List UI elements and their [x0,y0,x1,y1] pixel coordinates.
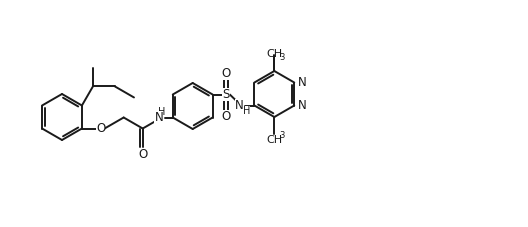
Text: N: N [298,76,307,89]
Text: N: N [235,99,243,112]
Text: O: O [221,67,230,79]
Text: O: O [138,148,147,161]
Text: N: N [154,111,163,124]
Text: N: N [298,99,307,112]
Text: S: S [222,88,230,101]
Text: 3: 3 [279,131,285,140]
Text: H: H [158,106,165,116]
Text: H: H [242,106,250,116]
Text: CH: CH [266,135,282,145]
Text: O: O [96,122,105,135]
Text: O: O [221,109,230,123]
Text: CH: CH [266,49,282,59]
Text: 3: 3 [279,53,285,62]
